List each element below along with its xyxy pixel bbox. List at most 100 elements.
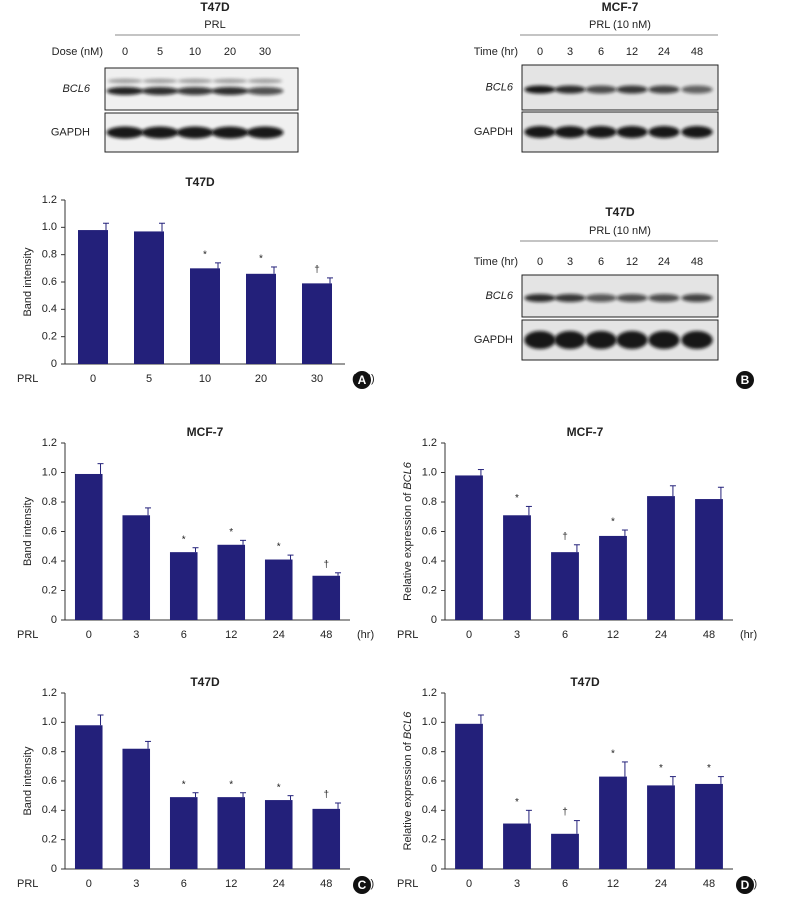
band [554, 294, 586, 302]
band [176, 126, 214, 139]
y-tick-label: 1.0 [42, 466, 57, 478]
blot-title: MCF-7 [602, 0, 639, 14]
x-tick-label: 24 [655, 878, 667, 890]
chart-title: MCF-7 [567, 425, 604, 439]
x-tick-label: 3 [514, 629, 520, 641]
band [554, 331, 586, 349]
x-prefix: PRL [17, 373, 38, 385]
y-axis-label: Band intensity [22, 247, 34, 317]
bar [647, 785, 675, 869]
bar [503, 515, 531, 620]
y-tick-label: 0.6 [42, 775, 57, 787]
band [616, 331, 648, 349]
row-label: BCL6 [485, 290, 513, 302]
panel-label: B [741, 373, 750, 387]
x-prefix: PRL [17, 878, 38, 890]
x-tick-label: 6 [181, 629, 187, 641]
row-label: GAPDH [474, 334, 513, 346]
lane-label: 6 [598, 256, 604, 268]
bar [551, 552, 579, 620]
y-tick-label: 1.2 [42, 194, 57, 206]
y-tick-label: 0.4 [422, 804, 437, 816]
significance: * [277, 782, 281, 793]
y-tick-label: 1.0 [422, 466, 437, 478]
band [524, 331, 556, 349]
x-unit: (hr) [357, 629, 374, 641]
bar [312, 575, 341, 620]
band [106, 87, 144, 95]
y-tick-label: 0.8 [42, 746, 57, 758]
significance: * [259, 254, 263, 265]
chart-title: T47D [185, 175, 215, 189]
band [107, 78, 143, 84]
row-label: BCL6 [62, 83, 90, 95]
y-tick-label: 1.2 [42, 687, 57, 699]
bar [134, 231, 164, 364]
bar [695, 499, 723, 620]
band [585, 294, 617, 302]
band [211, 126, 249, 139]
lane-label: 0 [122, 46, 128, 58]
band [176, 87, 214, 95]
lane-label: 20 [224, 46, 236, 58]
y-tick-label: 0 [51, 358, 57, 370]
band [524, 126, 556, 138]
x-tick-label: 6 [562, 878, 568, 890]
band [524, 294, 556, 302]
x-tick-label: 6 [562, 629, 568, 641]
x-tick-label: 12 [607, 878, 619, 890]
x-tick-label: 48 [320, 878, 332, 890]
significance: * [229, 527, 233, 538]
significance: * [229, 779, 233, 790]
significance: * [277, 542, 281, 553]
band [524, 85, 556, 94]
significance: * [182, 779, 186, 790]
significance: † [323, 790, 329, 801]
significance: * [515, 493, 519, 504]
lane-label: 24 [658, 46, 670, 58]
band [211, 87, 249, 95]
panel-badge [736, 371, 754, 389]
band [681, 294, 713, 302]
lane-label: 10 [189, 46, 201, 58]
bar [217, 544, 246, 620]
bar [169, 552, 198, 620]
bar [503, 823, 531, 869]
bar [599, 535, 627, 620]
lane-label: 0 [537, 256, 543, 268]
bar [455, 723, 483, 869]
chart-title: T47D [570, 675, 600, 689]
x-unit: (hr) [740, 629, 757, 641]
y-tick-label: 1.2 [42, 437, 57, 449]
y-tick-label: 0.8 [42, 496, 57, 508]
x-tick-label: 0 [466, 878, 472, 890]
x-tick-label: 20 [255, 373, 267, 385]
lane-label: 6 [598, 46, 604, 58]
band [177, 78, 213, 84]
band [585, 126, 617, 138]
x-tick-label: 3 [133, 878, 139, 890]
significance: * [659, 763, 663, 774]
band [554, 126, 586, 138]
lane-label: 48 [691, 46, 703, 58]
y-tick-label: 0.4 [42, 303, 57, 315]
y-tick-label: 0.4 [42, 804, 57, 816]
significance: † [562, 807, 568, 818]
band [681, 126, 713, 138]
x-tick-label: 10 [199, 373, 211, 385]
significance: † [562, 531, 568, 542]
y-tick-label: 0.6 [42, 525, 57, 537]
x-tick-label: 0 [86, 878, 92, 890]
blot-axis: Time (hr) [474, 256, 518, 268]
y-axis-label: Band intensity [22, 496, 34, 566]
bar [264, 559, 293, 620]
significance: * [611, 749, 615, 760]
bar [217, 797, 246, 869]
y-axis-label: Relative expression of BCL6 [402, 461, 414, 601]
y-label-gene: BCL6 [402, 461, 414, 489]
chart-title: T47D [190, 675, 220, 689]
row-label: BCL6 [485, 81, 513, 93]
y-tick-label: 0.2 [42, 331, 57, 343]
y-tick-label: 0.8 [42, 249, 57, 261]
